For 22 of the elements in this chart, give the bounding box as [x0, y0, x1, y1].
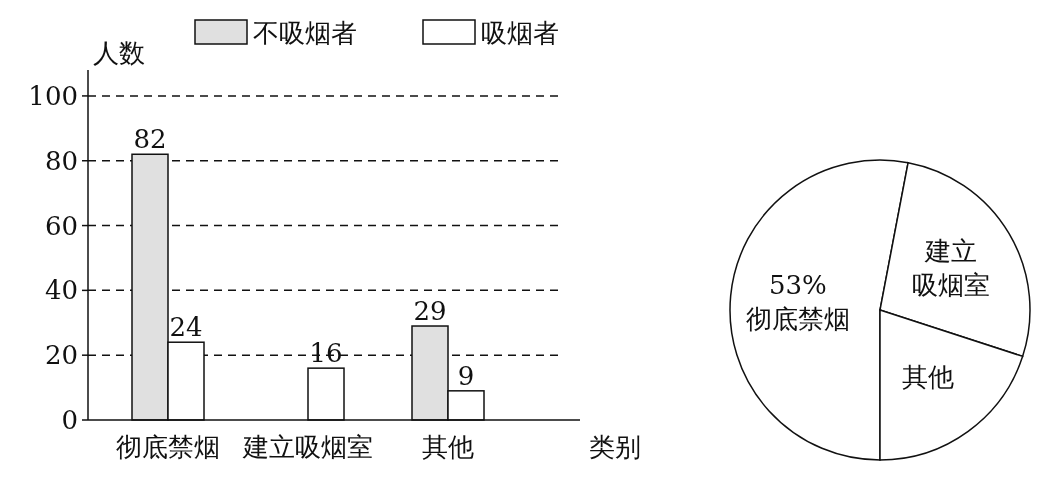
x-tick-label: 其他	[422, 432, 474, 462]
x-tick-label: 彻底禁烟	[116, 432, 220, 462]
y-tick-label: 80	[44, 145, 78, 176]
y-tick-label: 20	[44, 340, 78, 371]
x-tick-label: 建立吸烟室	[242, 432, 373, 462]
x-axis-title: 类别	[589, 432, 641, 462]
y-tick-label: 100	[28, 80, 78, 111]
data-label: 53%	[768, 270, 827, 301]
data-label: 24	[169, 312, 203, 343]
slice-label: 彻底禁烟	[745, 304, 850, 335]
data-label: 9	[457, 360, 475, 391]
legend-label: 吸烟者	[481, 18, 559, 48]
data-label: 16	[309, 338, 343, 369]
y-tick-label: 0	[61, 405, 78, 435]
data-label: 29	[413, 296, 447, 327]
y-axis-title: 人数	[93, 38, 145, 68]
slice-label: 其他	[902, 361, 955, 392]
y-tick-label: 40	[44, 275, 78, 306]
legend-label: 不吸烟者	[253, 18, 357, 48]
y-tick-label: 60	[44, 210, 78, 241]
slice-label: 建立吸烟室	[912, 236, 991, 300]
data-label: 82	[133, 124, 167, 155]
